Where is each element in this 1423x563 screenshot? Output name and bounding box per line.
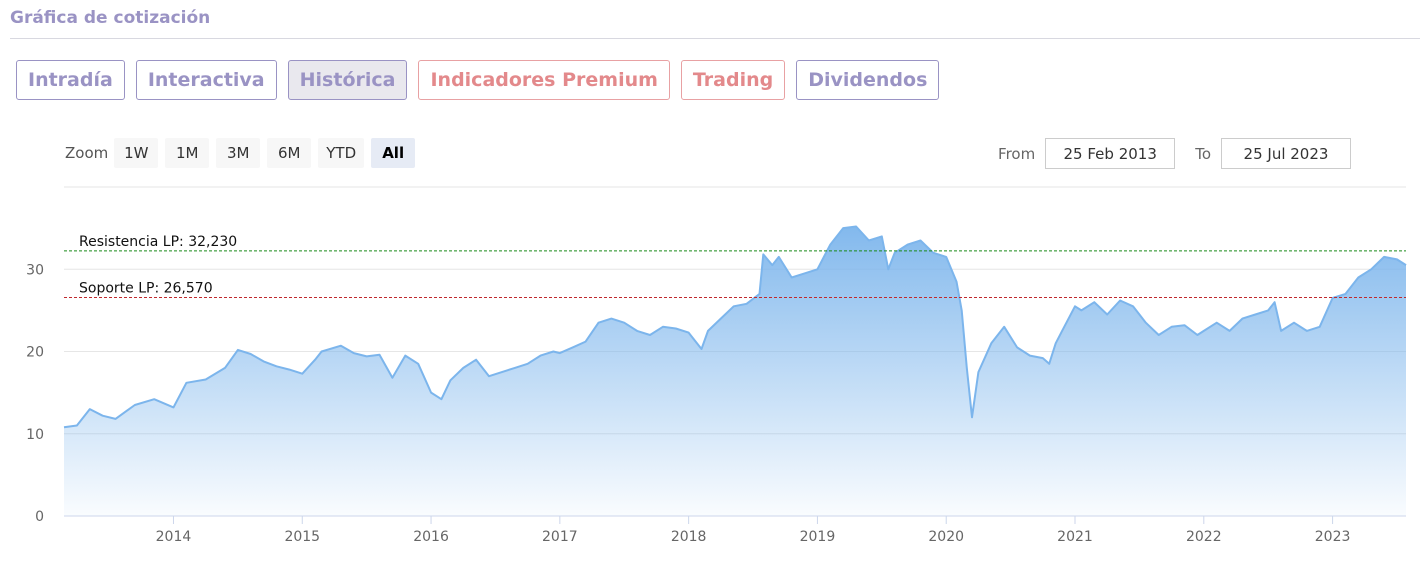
- zoom-label: Zoom: [65, 144, 109, 162]
- to-date-input[interactable]: 25 Jul 2023: [1221, 138, 1351, 169]
- zoom-3m-button[interactable]: 3M: [216, 138, 261, 168]
- x-tick-label: 2016: [413, 529, 449, 545]
- x-tick-label: 2020: [928, 529, 964, 545]
- tab-indicadores-premium[interactable]: Indicadores Premium: [418, 60, 670, 100]
- tab-interactiva[interactable]: Interactiva: [135, 60, 277, 100]
- to-label: To: [1195, 144, 1211, 163]
- title-divider: [10, 38, 1420, 39]
- support-line-label: Soporte LP: 26,570: [79, 280, 213, 296]
- price-chart[interactable]: Resistencia LP: 32,230 Soporte LP: 26,570…: [0, 180, 1423, 563]
- resistance-line-label: Resistencia LP: 32,230: [79, 234, 237, 250]
- x-tick-label: 2023: [1315, 529, 1351, 545]
- series-line: [63, 225, 1407, 429]
- x-tick-label: 2018: [671, 529, 707, 545]
- price-chart-svg[interactable]: Resistencia LP: 32,230 Soporte LP: 26,570…: [0, 180, 1423, 563]
- y-tick-label: 30: [26, 262, 44, 278]
- page-title: Gráfica de cotización: [10, 8, 211, 28]
- zoom-ytd-button[interactable]: YTD: [318, 138, 365, 168]
- zoom-1m-button[interactable]: 1M: [165, 138, 210, 168]
- zoom-all-button[interactable]: All: [371, 138, 416, 168]
- x-tick-label: 2019: [800, 529, 836, 545]
- x-tick-label: 2014: [156, 529, 192, 545]
- tab-historica[interactable]: Histórica: [287, 60, 408, 100]
- tab-trading[interactable]: Trading: [680, 60, 786, 100]
- from-date-input[interactable]: 25 Feb 2013: [1045, 138, 1176, 169]
- y-tick-label: 0: [35, 509, 44, 525]
- chart-tabs: Intradía Interactiva Histórica Indicador…: [16, 60, 940, 100]
- x-tick-label: 2017: [542, 529, 578, 545]
- zoom-6m-button[interactable]: 6M: [267, 138, 312, 168]
- from-label: From: [998, 144, 1036, 163]
- zoom-bar: Zoom 1W 1M 3M 6M YTD All: [65, 138, 422, 168]
- x-tick-label: 2022: [1186, 529, 1222, 545]
- y-tick-label: 20: [26, 345, 44, 361]
- tab-dividendos[interactable]: Dividendos: [796, 60, 940, 100]
- x-tick-label: 2021: [1057, 529, 1093, 545]
- x-tick-label: 2015: [284, 529, 320, 545]
- y-tick-label: 10: [26, 427, 44, 443]
- zoom-1w-button[interactable]: 1W: [114, 138, 159, 168]
- series-area: [64, 226, 1406, 516]
- date-range-selector: From 25 Feb 2013 To 25 Jul 2023: [978, 138, 1351, 169]
- tab-intradia[interactable]: Intradía: [16, 60, 125, 100]
